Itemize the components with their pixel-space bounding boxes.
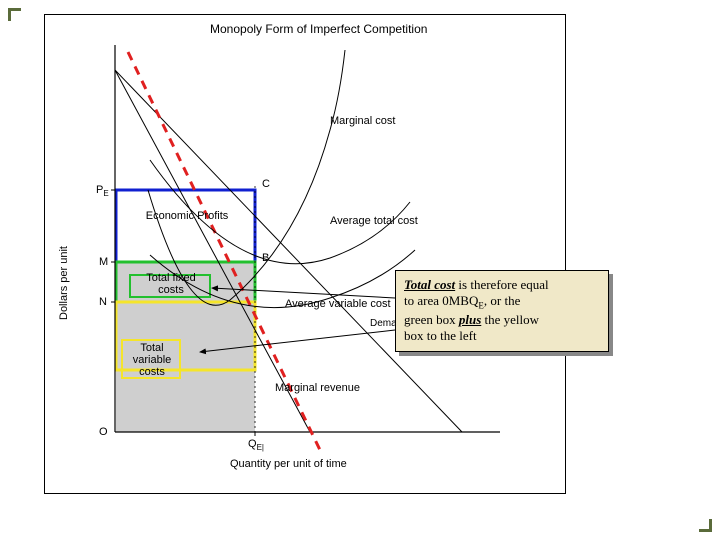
callout-l4: box to the left xyxy=(404,328,477,343)
label-tvc: Total variable costs xyxy=(126,342,178,378)
callout-l1b: is therefore equal xyxy=(455,277,548,292)
callout-l2b: , or the xyxy=(484,293,520,308)
callout-l3b: the yellow xyxy=(481,312,539,327)
label-mc: Marginal cost xyxy=(330,115,395,127)
tick-M: M xyxy=(99,256,108,268)
callout-l2a: to area 0MBQ xyxy=(404,293,478,308)
callout-l1a: Total cost xyxy=(404,277,455,292)
callout-total-cost: Total cost is therefore equal to area 0M… xyxy=(395,270,609,352)
label-avc: Average variable cost xyxy=(285,298,391,310)
callout-l3a: green box xyxy=(404,312,459,327)
label-econ-profit: Economic Profits xyxy=(142,210,232,222)
tick-N: N xyxy=(99,296,107,308)
label-atc: Average total cost xyxy=(330,215,418,227)
label-tfc: Total fixed costs xyxy=(134,272,208,296)
callout-l3u: plus xyxy=(459,312,481,327)
tick-QE: QE| xyxy=(248,438,264,452)
point-B: B xyxy=(262,252,269,264)
tick-O: O xyxy=(99,426,108,438)
label-mr: Marginal revenue xyxy=(275,382,360,394)
point-C: C xyxy=(262,178,270,190)
tick-PE: PE xyxy=(96,184,109,198)
chart-svg xyxy=(0,0,720,540)
